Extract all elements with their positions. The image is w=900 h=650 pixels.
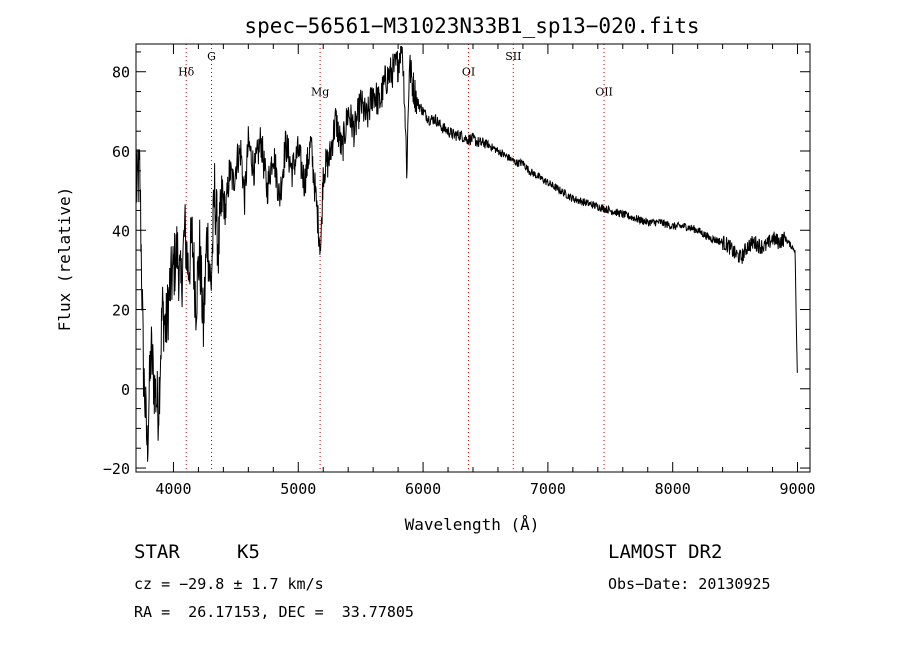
y-tick-label: 40: [112, 222, 130, 240]
y-tick-label: 0: [121, 381, 130, 399]
x-tick-label: 4000: [155, 480, 191, 498]
y-axis-label: Flux (relative): [55, 187, 74, 332]
object-class: STAR: [134, 541, 180, 563]
y-tick-label: −20: [103, 460, 130, 478]
line-marker-label: OI: [462, 66, 475, 79]
line-marker-label: SII: [505, 50, 521, 63]
line-marker-label: Mg: [311, 86, 329, 99]
plot-area: Hδ G Mg OI SII OII 4000 5000 6000 7000 8000 9000 −20…: [103, 43, 816, 498]
y-tick-label: 20: [112, 302, 130, 320]
coordinates-text: RA = 26.17153, DEC = 33.77805: [134, 603, 414, 621]
plot-frame: [135, 43, 811, 473]
spectral-subclass: K5: [237, 541, 260, 563]
x-tick-label: 8000: [655, 480, 691, 498]
x-tick-label: 6000: [405, 480, 441, 498]
obs-date-text: Obs−Date: 20130925: [608, 575, 771, 593]
y-tick-label: 60: [112, 143, 130, 161]
y-tick-label: 80: [112, 64, 130, 82]
line-marker-label: OII: [595, 86, 613, 99]
x-axis-label: Wavelength (Å): [405, 515, 540, 534]
x-tick-label: 9000: [779, 480, 815, 498]
survey-name: LAMOST DR2: [608, 541, 723, 563]
line-marker-label: G: [207, 50, 216, 63]
chart-title: spec−56561−M31023N33B1_sp13−020.fits: [244, 14, 699, 38]
x-tick-label: 7000: [530, 480, 566, 498]
spectrum-line: [135, 45, 798, 462]
redshift-text: cz = −29.8 ± 1.7 km/s: [134, 575, 324, 593]
x-tick-label: 5000: [280, 480, 316, 498]
line-marker-label: Hδ: [178, 66, 195, 79]
